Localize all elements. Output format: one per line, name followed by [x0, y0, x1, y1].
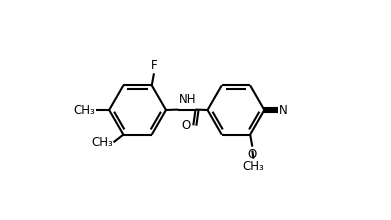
Text: O: O [248, 148, 257, 161]
Text: CH₃: CH₃ [242, 160, 264, 172]
Text: N: N [279, 103, 287, 117]
Text: F: F [151, 59, 157, 72]
Text: O: O [181, 119, 191, 132]
Text: CH₃: CH₃ [91, 136, 113, 149]
Text: NH: NH [178, 93, 196, 106]
Text: CH₃: CH₃ [74, 103, 95, 117]
